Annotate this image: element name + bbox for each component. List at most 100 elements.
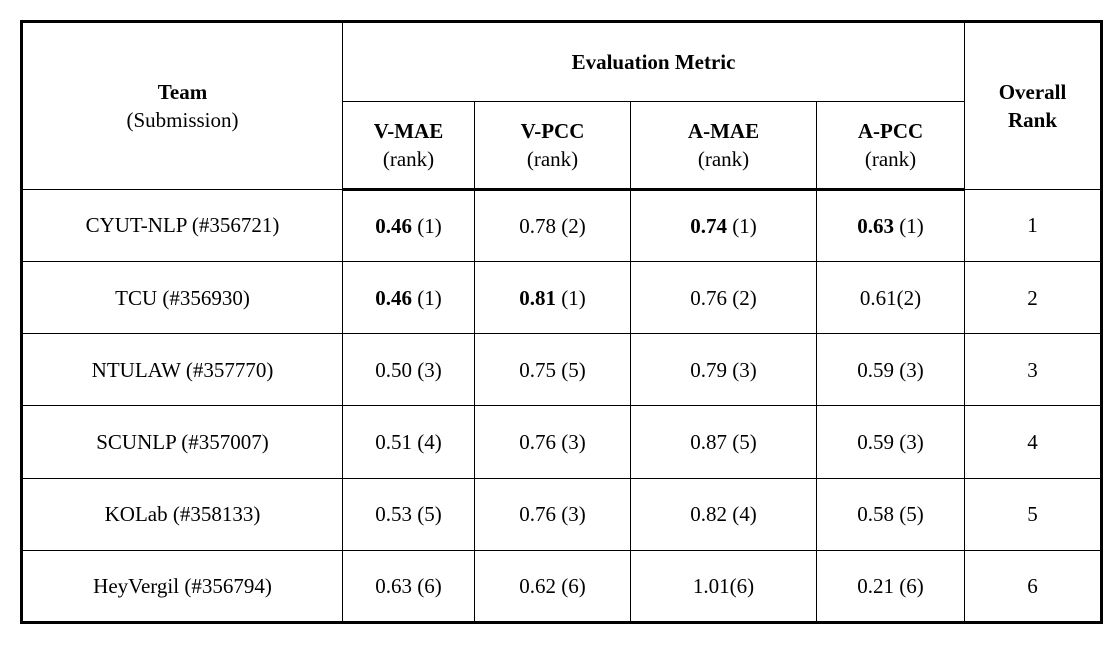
metric-rank: (5) xyxy=(561,357,586,382)
a-mae-sublabel: (rank) xyxy=(697,147,750,171)
v-pcc-label: V-PCC xyxy=(520,118,585,143)
metric-value: 0.21 xyxy=(857,573,894,598)
overall-rank-cell: 1 xyxy=(964,188,1103,263)
metric-rank: (2) xyxy=(896,285,922,310)
metric-rank: (2) xyxy=(561,213,586,238)
table-row: TCU (#356930) 0.46 (1) 0.81 (1) 0.76 (2) 0.6… xyxy=(21,261,1103,335)
table-row: SCUNLP (#357007) 0.51 (4) 0.76 (3) 0.87 (5)… xyxy=(21,405,1103,479)
overall-rank-column-header: Overall Rank xyxy=(964,21,1103,190)
metric-rank: (3) xyxy=(899,429,924,454)
metric-rank: (6) xyxy=(729,573,755,598)
overall-rank-header-line2: Rank xyxy=(1008,108,1058,132)
metric-value-cell: 0.78 (2) xyxy=(474,188,631,263)
metric-rank: (4) xyxy=(417,429,442,454)
metric-value-cell: 0.87 (5) xyxy=(630,405,817,479)
overall-rank-cell: 6 xyxy=(964,549,1103,624)
metric-value: 0.58 xyxy=(857,502,894,527)
metric-rank: (6) xyxy=(899,573,924,598)
metric-rank: (1) xyxy=(417,213,442,238)
column-header-a-mae: A-MAE (rank) xyxy=(630,101,817,191)
metric-value: 0.82 xyxy=(690,502,727,527)
evaluation-metric-group-header: Evaluation Metric xyxy=(341,21,966,102)
metric-value: 0.62 xyxy=(519,573,556,598)
team-cell: KOLab (#358133) xyxy=(21,477,343,551)
metric-value: 1.01 xyxy=(692,573,730,598)
metric-value: 0.59 xyxy=(857,357,894,382)
metric-value-cell: 0.74 (1) xyxy=(630,188,817,263)
metric-value-cell: 0.82 (4) xyxy=(630,477,817,551)
metric-value: 0.61 xyxy=(859,285,897,310)
metric-value-cell: 0.50 (3) xyxy=(342,333,475,407)
metric-value-cell: 0.63 (6) xyxy=(342,549,475,624)
metric-value-cell: 0.61(2) xyxy=(815,261,966,335)
metric-value-cell: 0.63 (1) xyxy=(815,188,966,263)
team-column-header: Team (Submission) xyxy=(21,21,343,190)
metric-value: 0.76 xyxy=(519,429,556,454)
metric-rank: (3) xyxy=(899,357,924,382)
table-row: HeyVergil (#356794) 0.63 (6) 0.62 (6) 1.01(… xyxy=(21,549,1103,624)
team-header-sublabel: (Submission) xyxy=(126,108,239,132)
metric-value-cell: 0.76 (2) xyxy=(630,261,817,335)
table-row: NTULAW (#357770) 0.50 (3) 0.75 (5) 0.79 (3)… xyxy=(21,333,1103,407)
metric-rank: (3) xyxy=(417,357,442,382)
team-cell: CYUT-NLP (#356721) xyxy=(21,188,343,263)
metric-value-cell: 1.01(6) xyxy=(630,549,817,624)
evaluation-results-table: Team (Submission) Evaluation Metric Over… xyxy=(20,20,1104,624)
metric-rank: (5) xyxy=(899,502,924,527)
metric-value-cell: 0.76 (3) xyxy=(474,477,631,551)
metric-value: 0.53 xyxy=(375,502,412,527)
a-mae-label: A-MAE xyxy=(687,118,760,143)
metric-value: 0.50 xyxy=(375,357,412,382)
metric-value-cell: 0.21 (6) xyxy=(815,549,966,624)
a-pcc-label: A-PCC xyxy=(857,118,924,143)
metric-value: 0.63 xyxy=(375,573,412,598)
metric-rank: (2) xyxy=(732,285,757,310)
metric-value: 0.75 xyxy=(519,357,556,382)
metric-value: 0.46 xyxy=(375,213,412,238)
metric-value-cell: 0.81 (1) xyxy=(474,261,631,335)
metric-value: 0.78 xyxy=(519,213,556,238)
metric-value: 0.59 xyxy=(857,429,894,454)
metric-value-cell: 0.59 (3) xyxy=(815,405,966,479)
overall-rank-header-line1: Overall xyxy=(998,79,1067,104)
metric-rank: (1) xyxy=(732,213,757,238)
metric-rank: (6) xyxy=(417,573,442,598)
metric-value: 0.76 xyxy=(690,285,727,310)
metric-value-cell: 0.76 (3) xyxy=(474,405,631,479)
metric-value: 0.87 xyxy=(690,429,727,454)
column-header-a-pcc: A-PCC (rank) xyxy=(815,101,966,191)
metric-value: 0.74 xyxy=(690,213,727,238)
metric-rank: (5) xyxy=(417,502,442,527)
metric-rank: (6) xyxy=(561,573,586,598)
metric-value: 0.63 xyxy=(857,213,894,238)
metric-value-cell: 0.51 (4) xyxy=(342,405,475,479)
table-row: KOLab (#358133) 0.53 (5) 0.76 (3) 0.82 (4) 0… xyxy=(21,477,1103,551)
metric-rank: (3) xyxy=(732,357,757,382)
overall-rank-cell: 3 xyxy=(964,333,1103,407)
metric-value: 0.79 xyxy=(690,357,727,382)
v-pcc-sublabel: (rank) xyxy=(526,147,579,171)
metric-value-cell: 0.58 (5) xyxy=(815,477,966,551)
results-tbody: CYUT-NLP (#356721) 0.46 (1) 0.78 (2) 0.74 (… xyxy=(21,188,1103,624)
metric-rank: (1) xyxy=(417,285,442,310)
metric-value: 0.51 xyxy=(375,429,412,454)
a-pcc-sublabel: (rank) xyxy=(864,147,917,171)
metric-value-cell: 0.75 (5) xyxy=(474,333,631,407)
team-cell: NTULAW (#357770) xyxy=(21,333,343,407)
overall-rank-cell: 5 xyxy=(964,477,1103,551)
metric-value: 0.81 xyxy=(519,285,556,310)
header-group-row: Team (Submission) Evaluation Metric Over… xyxy=(21,21,1103,190)
column-header-v-pcc: V-PCC (rank) xyxy=(474,101,631,191)
metric-rank: (1) xyxy=(561,285,586,310)
header-metric-row: V-MAE (rank) V-PCC (rank) A-MAE (rank) A… xyxy=(22,101,1102,191)
team-cell: HeyVergil (#356794) xyxy=(21,549,343,624)
overall-rank-cell: 2 xyxy=(964,261,1103,335)
table-row: CYUT-NLP (#356721) 0.46 (1) 0.78 (2) 0.74 (… xyxy=(21,188,1103,263)
metric-rank: (3) xyxy=(561,502,586,527)
team-header-label: Team xyxy=(157,79,208,104)
metric-value-cell: 0.79 (3) xyxy=(630,333,817,407)
metric-value-cell: 0.46 (1) xyxy=(342,261,475,335)
team-cell: TCU (#356930) xyxy=(21,261,343,335)
metric-value-cell: 0.46 (1) xyxy=(342,188,475,263)
